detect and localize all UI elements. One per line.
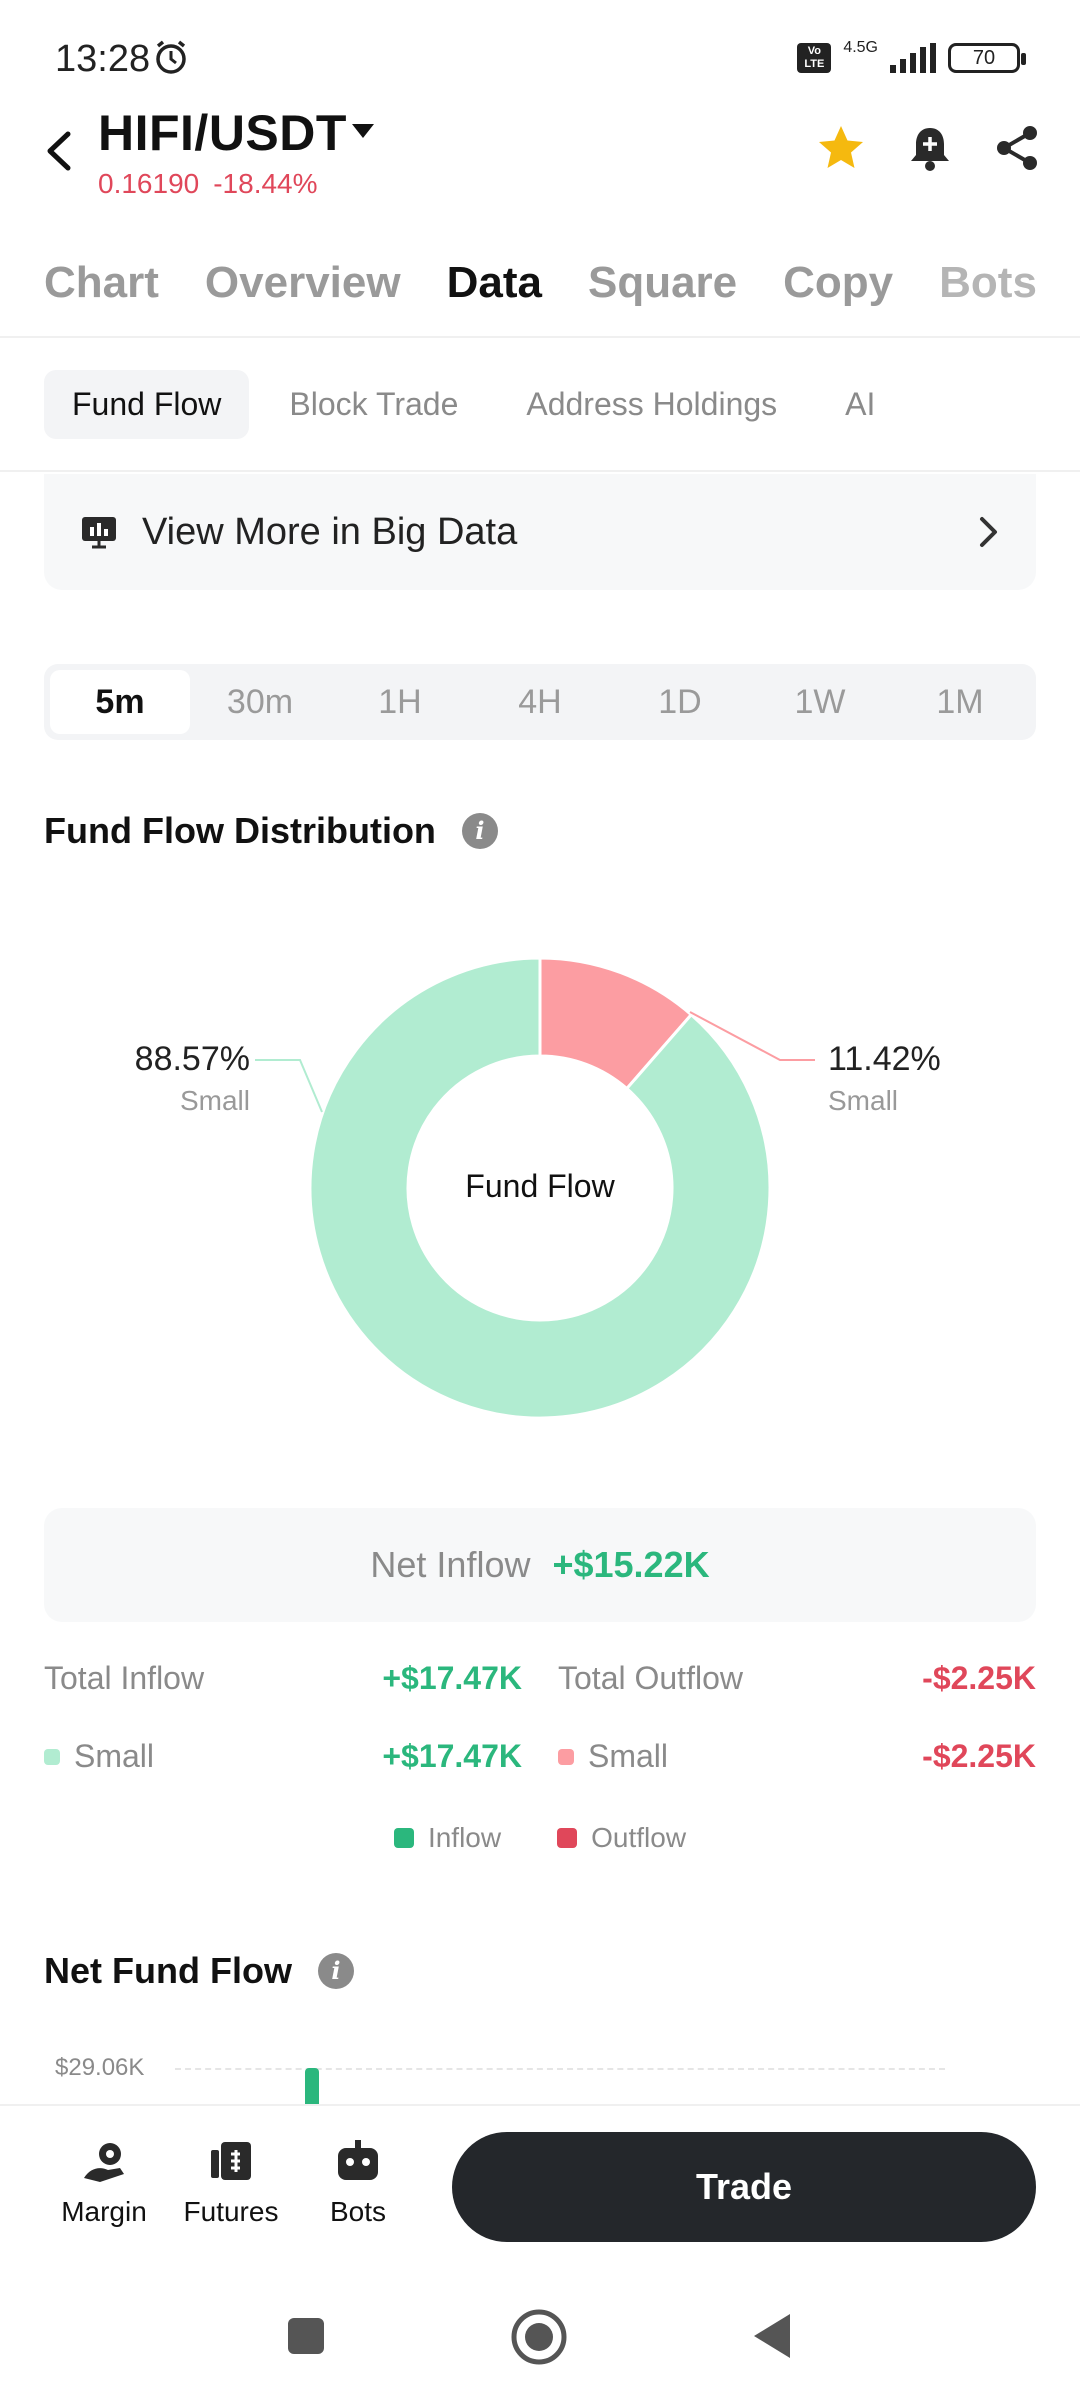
subtab-address-holdings[interactable]: Address Holdings <box>526 386 778 422</box>
timeframe-30m[interactable]: 30m <box>226 683 294 721</box>
inflow-percent: 88.57% <box>134 1040 250 1078</box>
home-icon[interactable] <box>510 2308 568 2366</box>
big-data-link[interactable]: View More in Big Data <box>44 474 1036 590</box>
back-icon[interactable] <box>40 128 80 174</box>
sub-tabs: Fund Flow Block Trade Address Holdings A… <box>44 370 903 439</box>
small-inflow-value: +$17.47K <box>382 1738 522 1774</box>
nav-margin[interactable]: Margin <box>44 2138 164 2228</box>
tab-bots[interactable]: Bots <box>939 258 1037 307</box>
gridline <box>175 2068 945 2070</box>
chevron-right-icon <box>980 517 997 547</box>
total-outflow-value: -$2.25K <box>922 1660 1036 1696</box>
alarm-icon <box>156 40 186 74</box>
subtab-block-trade[interactable]: Block Trade <box>289 386 459 422</box>
timeframe-1d[interactable]: 1D <box>658 683 702 721</box>
alert-bell-icon[interactable] <box>908 124 952 172</box>
tab-data[interactable]: Data <box>446 258 542 307</box>
nav-bots-label: Bots <box>329 2196 387 2227</box>
timeframe-selector: 5m 30m 1H 4H 1D 1W 1M <box>44 664 1036 740</box>
small-outflow-value: -$2.25K <box>922 1738 1036 1774</box>
net-flow-bar <box>305 2068 319 2108</box>
net-inflow-label: Net Inflow <box>370 1544 531 1585</box>
battery-icon: 70 <box>948 43 1026 73</box>
back-nav-icon[interactable] <box>750 2310 794 2362</box>
y-axis-tick: $29.06K <box>55 2054 145 2081</box>
system-nav-bar <box>0 2272 1080 2400</box>
big-data-label: View More in Big Data <box>142 510 518 553</box>
total-inflow-label: Total Inflow <box>44 1660 205 1696</box>
legend-outflow: Outflow <box>557 1822 686 1854</box>
net-inflow-box: Net Inflow +$15.22K <box>44 1508 1036 1622</box>
nav-futures[interactable]: Futures <box>171 2138 291 2228</box>
small-outflow-row: Small <box>558 1738 668 1775</box>
small-inflow-row: Small <box>44 1738 154 1775</box>
recent-apps-icon[interactable] <box>286 2316 326 2356</box>
legend-swatch <box>44 1748 60 1765</box>
subtab-fund-flow[interactable]: Fund Flow <box>44 370 250 439</box>
futures-icon <box>211 2142 251 2180</box>
timeframe-1m[interactable]: 1M <box>936 683 984 721</box>
presentation-chart-icon <box>82 517 116 549</box>
star-icon[interactable] <box>816 124 866 172</box>
subtab-ai[interactable]: AI <box>845 386 876 422</box>
legend-inflow: Inflow <box>393 1822 502 1854</box>
total-outflow-label: Total Outflow <box>558 1660 743 1696</box>
nav-futures-label: Futures <box>183 2196 279 2227</box>
share-icon[interactable] <box>994 124 1040 172</box>
status-time: 13:28 <box>55 38 151 80</box>
small-outflow-label: Small <box>588 1738 669 1774</box>
main-tabs: Chart Overview Data Square Copy Bots <box>44 258 1037 308</box>
total-inflow-value: +$17.47K <box>382 1660 522 1696</box>
tab-square[interactable]: Square <box>587 258 738 307</box>
donut-label-outflow: 11.42% Small <box>828 1040 941 1117</box>
timeframe-4h[interactable]: 4H <box>518 683 562 721</box>
pair-title[interactable]: HIFI/USDT <box>98 105 347 161</box>
distribution-section-title: Fund Flow Distribution i <box>44 810 498 852</box>
network-label: 4.5G <box>843 39 878 56</box>
small-inflow-label: Small <box>74 1738 155 1774</box>
tab-overview[interactable]: Overview <box>204 258 401 307</box>
nav-bots[interactable]: Bots <box>298 2138 418 2228</box>
info-icon[interactable]: i <box>317 1953 354 1989</box>
net-fund-flow-section-title: Net Fund Flow i <box>44 1950 354 1992</box>
signal-icon <box>890 43 936 73</box>
timeframe-1w[interactable]: 1W <box>794 683 846 721</box>
donut-label-inflow: 88.57% Small <box>135 1040 250 1117</box>
volte-icon: Vo LTE <box>797 43 832 73</box>
tab-chart[interactable]: Chart <box>44 258 159 307</box>
outflow-percent: 11.42% <box>828 1040 941 1078</box>
donut-slice-inflow[interactable] <box>308 956 772 1420</box>
tab-copy[interactable]: Copy <box>783 258 894 307</box>
pair-dropdown-icon[interactable] <box>352 124 374 138</box>
margin-icon <box>84 2143 124 2182</box>
info-icon[interactable]: i <box>461 813 498 849</box>
donut-label-leaders <box>255 1011 815 1113</box>
robot-icon <box>338 2140 378 2180</box>
flow-legend: Inflow Outflow <box>0 1822 1080 1854</box>
trade-button[interactable]: Trade <box>452 2132 1036 2242</box>
net-fund-flow-title: Net Fund Flow <box>44 1950 292 1991</box>
divider <box>0 470 1080 472</box>
legend-swatch <box>557 1828 578 1848</box>
donut-center-label: Fund Flow <box>465 1168 615 1204</box>
legend-inflow-label: Inflow <box>427 1822 502 1853</box>
timeframe-5m[interactable]: 5m <box>50 670 190 734</box>
legend-swatch <box>393 1828 414 1848</box>
legend-outflow-label: Outflow <box>591 1822 687 1853</box>
header-actions <box>816 124 1040 172</box>
status-indicators: Vo LTE 4.5G 70 <box>797 39 1026 76</box>
net-inflow-value: +$15.22K <box>552 1544 710 1585</box>
distribution-title: Fund Flow Distribution <box>44 810 436 851</box>
legend-swatch <box>558 1748 574 1765</box>
timeframe-1h[interactable]: 1H <box>378 683 422 721</box>
inflow-size-label: Small <box>179 1085 250 1116</box>
last-price: 0.16190 <box>98 168 200 199</box>
nav-margin-label: Margin <box>61 2196 147 2227</box>
fund-flow-donut-chart <box>308 956 772 1420</box>
divider <box>0 336 1080 338</box>
price-change: -18.44% <box>213 168 318 199</box>
price-row: 0.16190 -18.44% <box>98 168 318 200</box>
outflow-size-label: Small <box>828 1085 899 1116</box>
